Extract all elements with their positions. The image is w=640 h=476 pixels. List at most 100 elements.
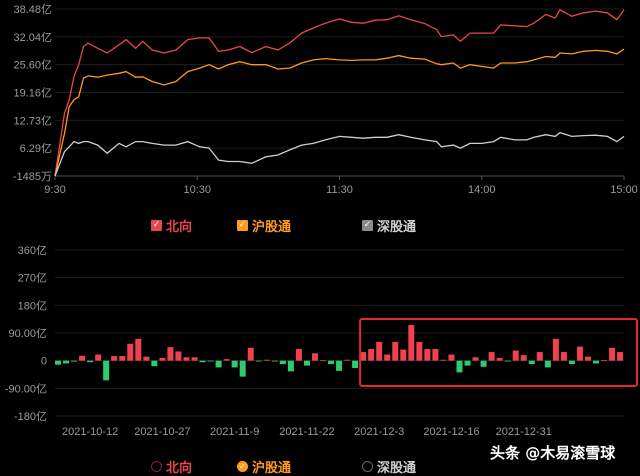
bar — [544, 360, 551, 368]
x-tick-label: 15:00 — [610, 184, 638, 196]
bar — [207, 360, 214, 362]
bar — [167, 347, 174, 361]
bar — [183, 357, 190, 361]
bar — [496, 357, 503, 361]
x-tick-label: 2021-11-9 — [210, 426, 259, 438]
radio-unselected-icon[interactable] — [151, 461, 162, 472]
series-line-sh — [54, 48, 625, 177]
y-tick-label: 0 — [41, 356, 47, 368]
bar — [504, 360, 511, 362]
bar — [384, 354, 391, 361]
bar — [408, 325, 415, 361]
bar — [448, 354, 455, 361]
bar — [432, 348, 439, 361]
legend-label: 沪股通 — [252, 461, 292, 476]
x-tick-label: 2021-12-3 — [354, 426, 404, 438]
bar — [376, 341, 383, 361]
bar — [135, 338, 142, 361]
series-line-sz — [54, 131, 625, 177]
bar — [480, 360, 487, 367]
bar — [609, 347, 616, 361]
radio-selected-check-icon[interactable]: ✓ — [237, 461, 248, 472]
y-tick-label: 32.04亿 — [13, 31, 52, 44]
bar — [271, 360, 278, 362]
y-tick-label: -1485万 — [13, 171, 52, 183]
bar — [95, 354, 102, 361]
bar — [584, 356, 591, 361]
top-legend-north[interactable]: ✓ 北向 — [151, 216, 192, 235]
bar — [191, 357, 198, 361]
bar — [617, 352, 624, 361]
bar — [520, 355, 527, 361]
bar — [488, 352, 495, 361]
bar — [560, 352, 567, 361]
bar — [328, 360, 335, 365]
bar — [279, 360, 286, 365]
bar — [472, 357, 479, 361]
watermark: 头条 @木易滚雪球 — [490, 444, 616, 462]
bar — [352, 360, 359, 369]
bar — [247, 347, 254, 361]
bar — [127, 343, 134, 361]
x-tick-label: 9:30 — [44, 184, 65, 196]
y-tick-label: -90.00亿 — [5, 382, 47, 395]
top-legend-sz[interactable]: ✓ 深股通 — [362, 216, 416, 235]
legend-label: 深股通 — [377, 461, 417, 476]
bar — [215, 360, 222, 368]
y-tick-label: 360亿 — [18, 244, 47, 257]
y-tick-label: -180亿 — [14, 410, 47, 423]
x-tick-label: 2021-10-12 — [62, 426, 118, 438]
y-tick-label: 25.60亿 — [13, 59, 52, 72]
bar — [295, 348, 302, 361]
x-tick-label: 2021-10-27 — [134, 426, 190, 438]
bar — [360, 352, 367, 361]
radio-unselected-icon[interactable] — [362, 461, 373, 472]
y-tick-label: 180亿 — [18, 299, 47, 312]
bar — [576, 346, 583, 361]
y-tick-label: 90.00亿 — [8, 327, 47, 340]
bar — [344, 359, 351, 361]
checkbox-checked-icon[interactable]: ✓ — [237, 220, 248, 231]
bottom-legend-north[interactable]: 北向 — [151, 457, 192, 476]
bar — [63, 360, 70, 364]
bar — [263, 359, 270, 361]
y-tick-label: 12.73亿 — [13, 114, 52, 127]
bar — [255, 360, 262, 362]
bar — [464, 360, 471, 366]
highlight-box — [359, 318, 638, 387]
bar — [392, 341, 399, 361]
bar — [231, 360, 238, 368]
legend-label: 北向 — [166, 461, 193, 476]
bar — [552, 338, 559, 361]
bar — [175, 351, 182, 361]
bottom-legend-sz[interactable]: 深股通 — [362, 457, 416, 476]
legend-label: 北向 — [166, 220, 193, 235]
bar — [79, 355, 86, 361]
bar — [528, 360, 535, 365]
bar — [568, 360, 575, 365]
bar — [159, 357, 166, 361]
bar — [223, 359, 230, 361]
x-tick-label: 2021-11-22 — [279, 426, 334, 438]
checkbox-checked-icon[interactable]: ✓ — [362, 220, 373, 231]
bottom-legend-sh[interactable]: ✓ 沪股通 — [237, 457, 291, 476]
bar — [239, 360, 246, 377]
x-tick-label: 10:30 — [183, 184, 211, 196]
bar — [593, 360, 600, 364]
bar — [55, 360, 61, 365]
bar — [368, 348, 375, 361]
bar — [440, 359, 447, 361]
top-legend-sh[interactable]: ✓ 沪股通 — [237, 216, 291, 235]
legend-label: 深股通 — [377, 220, 417, 235]
bar — [151, 360, 158, 367]
y-tick-label: 38.48亿 — [13, 3, 52, 16]
series-line-north — [54, 8, 625, 177]
y-tick-label: 6.29亿 — [20, 142, 52, 155]
bar — [87, 360, 94, 363]
bar — [111, 356, 118, 361]
bar — [311, 353, 318, 361]
bar — [336, 360, 343, 371]
checkbox-checked-icon[interactable]: ✓ — [151, 220, 162, 231]
bar — [319, 360, 326, 361]
bar — [601, 360, 608, 361]
